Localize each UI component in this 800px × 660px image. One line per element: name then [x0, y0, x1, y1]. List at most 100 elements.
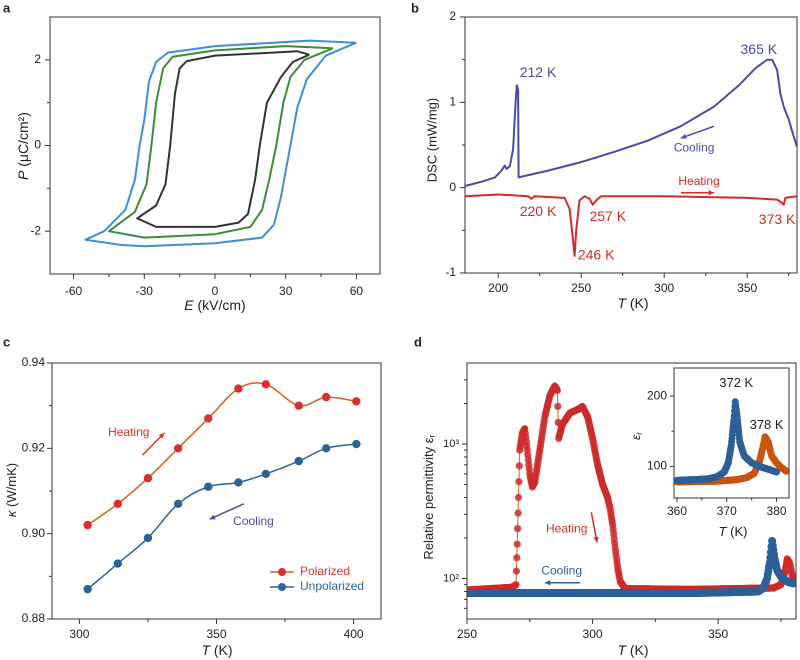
data-point-unpolarized [83, 584, 92, 594]
legend-item-unpolarized: Unpolarized [270, 579, 364, 593]
y-tick-label: 2 [34, 52, 41, 66]
y-tick-label: 0.88 [22, 611, 46, 625]
x-label-var: T [617, 642, 627, 658]
data-point-polarized [321, 392, 331, 402]
y-label-unit: (W/mK) [4, 463, 19, 507]
heating-point [514, 493, 523, 502]
x-label-unit: (K) [630, 642, 649, 658]
inset-x-tick-label: 380 [767, 504, 787, 518]
data-point-unpolarized [173, 499, 183, 508]
x-tick-label: 250 [571, 281, 591, 295]
data-point-unpolarized [261, 469, 271, 479]
x-tick-label: 350 [206, 627, 226, 641]
heating-point [515, 478, 523, 486]
peak-label: 365 K [741, 41, 778, 57]
x-tick-label: 300 [654, 281, 674, 295]
y-tick-label: 0.94 [22, 355, 46, 369]
inset-point [773, 468, 781, 476]
legend-label: Unpolarized [300, 579, 364, 593]
heating-point [514, 525, 522, 533]
heating-label: Heating [108, 425, 149, 439]
y-tick-label: 0 [449, 180, 456, 194]
data-point-unpolarized [113, 559, 123, 568]
x-label-var: T [201, 642, 211, 658]
y-axis-label: P (μC/cm²) [15, 112, 31, 180]
x-tick-label: 350 [708, 627, 728, 641]
y-tick-label: 10² [443, 572, 459, 584]
data-point-polarized [204, 414, 213, 423]
panel-letter: c [3, 334, 10, 349]
heating-point [513, 554, 521, 562]
data-point-unpolarized [143, 533, 153, 543]
y-axis-label: DSC (mW/mg) [424, 98, 439, 183]
inset-peak-label: 378 K [750, 417, 784, 432]
peak-label: 220 K [520, 203, 557, 219]
x-tick-label: -60 [65, 284, 83, 298]
inset-x-tick-label: 360 [667, 504, 687, 518]
heating-point [514, 509, 522, 517]
inset-x-tick-label: 370 [717, 504, 737, 518]
y-label-var: P [15, 170, 31, 180]
y-tick-label: -1 [445, 265, 456, 279]
y-label-var: κ [4, 509, 19, 517]
x-tick-label: 250 [457, 627, 477, 641]
data-point-unpolarized [204, 482, 213, 491]
data-point-polarized [173, 444, 183, 453]
hysteresis-loop [136, 50, 310, 228]
plot-area-d [467, 382, 796, 597]
data-point-polarized [261, 380, 271, 389]
heating-point [513, 540, 521, 548]
legend-marker [278, 583, 286, 591]
panel-letter: d [414, 334, 422, 349]
data-point-polarized [234, 384, 243, 393]
heating-point [512, 581, 520, 589]
x-tick-label: 200 [488, 281, 508, 295]
y-tick-label: 2 [449, 9, 456, 23]
legend-marker [278, 568, 286, 576]
y-axis-label: Relative permittivity εr [421, 434, 437, 559]
data-point-unpolarized [294, 456, 303, 466]
x-tick-label: 300 [69, 627, 89, 641]
x-label-unit: (K) [214, 642, 233, 658]
cooling-arrow [544, 580, 581, 586]
data-point-polarized [113, 499, 123, 508]
cooling-label: Cooling [233, 514, 274, 528]
heating-point [553, 386, 562, 395]
inset-y-tick-label: 200 [647, 388, 667, 402]
inset-y-tick-label: 100 [647, 459, 667, 473]
x-axis-label: T (K) [201, 642, 232, 658]
panel-letter: a [3, 0, 11, 15]
heating-arrow [590, 512, 599, 543]
x-tick-label: 400 [344, 627, 364, 641]
data-point-unpolarized [234, 478, 243, 487]
heating-arrow [141, 432, 165, 456]
x-tick-label: 350 [737, 281, 757, 295]
x-tick-label: -30 [136, 284, 154, 298]
x-label-var: T [719, 524, 728, 539]
peak-label: 257 K [589, 208, 626, 224]
y-tick-label: 0.90 [22, 526, 46, 540]
cooling-arrow [680, 125, 715, 139]
y-tick-label: -2 [30, 223, 41, 237]
cooling-arrow [209, 503, 245, 520]
series-line-unpolarized [87, 443, 357, 590]
y-tick-label: 0 [34, 138, 41, 152]
heating-point [554, 402, 562, 410]
x-tick-label: 0 [212, 284, 219, 298]
data-point-polarized [352, 397, 361, 406]
y-label-unit: (μC/cm²) [15, 112, 31, 167]
heating-label: Heating [678, 174, 719, 188]
inset-point [783, 467, 789, 475]
inset-y-axis-label: εr [629, 432, 644, 440]
data-point-polarized [83, 520, 92, 530]
x-label-var: E [184, 297, 194, 313]
y-tick-label: 10³ [443, 438, 459, 450]
cooling-point [789, 579, 796, 588]
series-line-polarized [87, 382, 357, 526]
y-label-sub: r [427, 434, 437, 437]
legend-label: Polarized [300, 564, 350, 578]
data-point-unpolarized [352, 439, 361, 449]
legend-item-polarized: Polarized [270, 564, 350, 578]
x-label-unit: (kV/cm) [198, 297, 246, 313]
